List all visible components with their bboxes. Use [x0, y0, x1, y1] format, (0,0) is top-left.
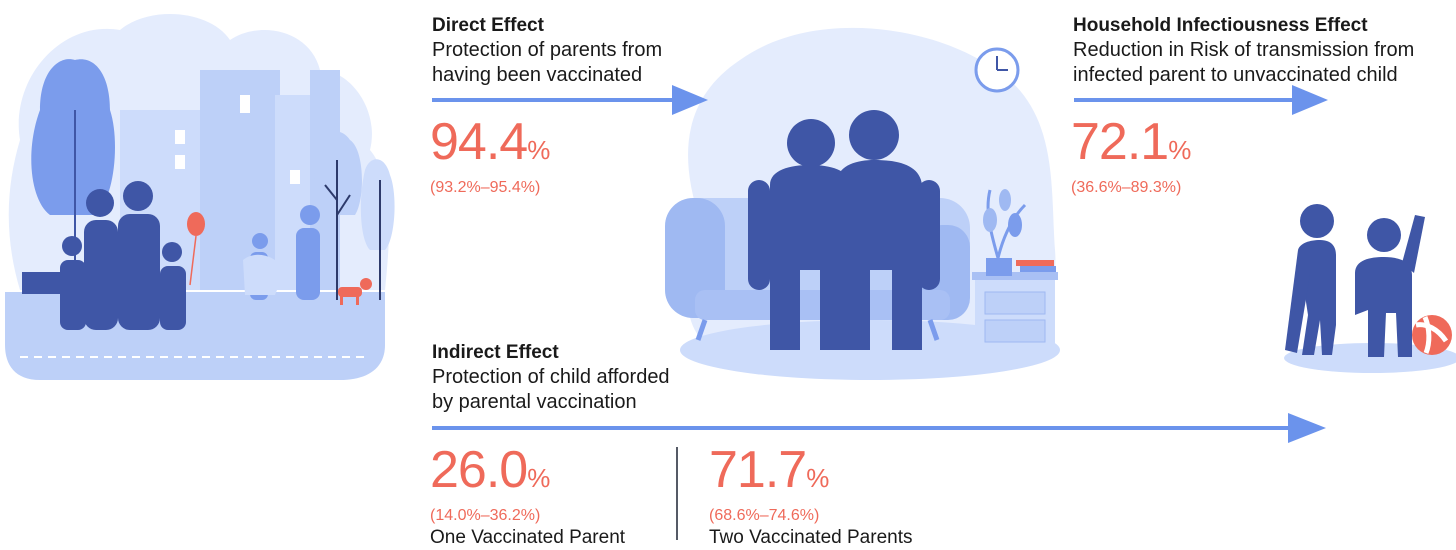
parents-couch-illustration — [665, 27, 1060, 380]
indirect-effect-desc-line2: by parental vaccination — [432, 391, 637, 413]
household-effect-result: 72.1% (36.6%–89.3%) — [1071, 114, 1191, 198]
percent-sign: % — [806, 463, 830, 493]
tree — [360, 159, 395, 250]
family-city-illustration — [5, 13, 395, 380]
direct-effect-title: Direct Effect — [432, 15, 544, 36]
direct-effect-desc-line1: Protection of parents from — [432, 39, 663, 61]
percent-sign: % — [527, 135, 551, 165]
household-effect-value: 72.1% — [1071, 113, 1192, 171]
bench — [22, 272, 62, 294]
clock-icon — [974, 47, 1020, 93]
books — [1016, 260, 1056, 272]
indirect-effect-arrow — [432, 413, 1326, 443]
direct-effect-arrow — [432, 85, 708, 115]
child-figures — [1285, 204, 1425, 357]
parent-figures — [748, 110, 940, 350]
household-effect-desc-line1: Reduction in Risk of transmission from — [1073, 39, 1415, 61]
direct-effect-block: Direct Effect Protection of parents from… — [432, 14, 662, 88]
indirect-effect-block: Indirect Effect Protection of child affo… — [432, 341, 670, 415]
side-table — [972, 272, 1058, 355]
two-parents-value: 71.7% — [709, 441, 830, 499]
ball-icon — [1412, 315, 1452, 355]
direct-effect-value: 94.4% — [430, 113, 551, 171]
one-parent-ci: (14.0%–36.2%) — [430, 507, 541, 524]
percent-sign: % — [527, 463, 551, 493]
one-parent-label: One Vaccinated Parent — [430, 527, 626, 548]
household-effect-ci: (36.6%–89.3%) — [1071, 179, 1182, 196]
household-effect-title: Household Infectiousness Effect — [1073, 15, 1368, 36]
household-effect-desc-line2: infected parent to unvaccinated child — [1073, 64, 1398, 86]
dog — [338, 278, 372, 305]
indirect-effect-desc-line1: Protection of child afforded — [432, 366, 670, 388]
household-effect-block: Household Infectiousness Effect Reductio… — [1073, 14, 1414, 88]
two-parents-label: Two Vaccinated Parents — [709, 527, 913, 548]
percent-sign: % — [1168, 135, 1192, 165]
tree — [314, 131, 362, 215]
children-illustration — [1284, 204, 1456, 373]
one-parent-value: 26.0% — [430, 441, 551, 499]
direct-effect-ci: (93.2%–95.4%) — [430, 179, 541, 196]
plant — [983, 189, 1027, 276]
result-divider — [676, 447, 678, 540]
two-parents-ci: (68.6%–74.6%) — [709, 507, 820, 524]
walking-figures — [243, 205, 320, 300]
tree — [31, 59, 115, 216]
indirect-effect-title: Indirect Effect — [432, 342, 559, 363]
direct-effect-desc-line2: having been vaccinated — [432, 64, 643, 86]
two-parents-result: 71.7% (68.6%–74.6%) Two Vaccinated Paren… — [709, 442, 912, 550]
balloon — [187, 212, 205, 236]
direct-effect-result: 94.4% (93.2%–95.4%) — [430, 114, 550, 198]
household-effect-arrow — [1074, 85, 1328, 115]
one-parent-result: 26.0% (14.0%–36.2%) One Vaccinated Paren… — [430, 442, 625, 550]
family-figures — [60, 181, 186, 330]
